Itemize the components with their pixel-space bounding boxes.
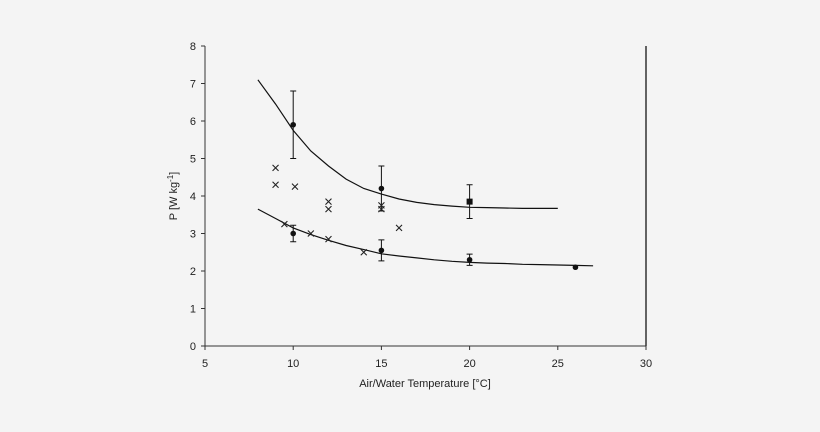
data-point-cross bbox=[325, 235, 332, 243]
y-axis-title-end: ] bbox=[168, 172, 180, 175]
data-point-cross bbox=[360, 248, 368, 256]
y-tick-label: 2 bbox=[190, 266, 196, 278]
x-tick-label: 10 bbox=[287, 358, 299, 370]
x-axis-ticks: 5 10 15 20 25 30 bbox=[202, 346, 652, 370]
x-tick-label: 5 bbox=[202, 358, 208, 370]
data-point-circle bbox=[378, 185, 385, 192]
error-bars bbox=[290, 90, 473, 266]
fit-curve-2 bbox=[257, 208, 594, 267]
data-point-circle bbox=[572, 264, 579, 271]
y-tick-label: 0 bbox=[190, 341, 196, 353]
data-point-circle bbox=[378, 247, 385, 254]
data-point-circle bbox=[290, 121, 297, 128]
fit-curves bbox=[257, 79, 594, 267]
data-point-cross bbox=[272, 164, 279, 172]
y-tick-label: 5 bbox=[190, 154, 196, 166]
y-axis-ticks: 0 1 2 3 4 5 6 7 8 bbox=[190, 41, 205, 353]
data-point-square bbox=[466, 198, 473, 205]
x-tick-label: 20 bbox=[463, 358, 475, 370]
x-tick-label: 30 bbox=[640, 358, 652, 370]
data-point-cross bbox=[325, 205, 332, 213]
y-tick-label: 4 bbox=[190, 191, 196, 203]
y-tick-label: 3 bbox=[190, 229, 196, 241]
data-point-circle bbox=[290, 230, 297, 237]
x-tick-label: 15 bbox=[375, 358, 387, 370]
y-tick-label: 6 bbox=[190, 116, 196, 128]
y-tick-label: 7 bbox=[190, 79, 196, 91]
y-axis-title: P [W kg-1] bbox=[166, 172, 180, 221]
y-axis-title-sup: -1 bbox=[166, 174, 175, 182]
plot-area bbox=[204, 46, 647, 347]
data-point-cross bbox=[291, 183, 299, 191]
data-point-cross bbox=[395, 224, 403, 232]
x-axis-title: Air/Water Temperature [°C] bbox=[359, 378, 491, 390]
x-tick-label: 25 bbox=[552, 358, 564, 370]
y-tick-label: 8 bbox=[190, 41, 196, 53]
y-axis-title-base: P [W kg bbox=[168, 182, 180, 220]
data-point-cross bbox=[325, 198, 332, 206]
data-point-cross bbox=[307, 230, 315, 237]
data-point-cross bbox=[378, 205, 385, 213]
data-point-circle bbox=[466, 256, 473, 263]
data-point-cross bbox=[272, 181, 279, 189]
y-tick-label: 1 bbox=[190, 304, 196, 316]
data-point-cross bbox=[280, 220, 288, 228]
fit-curve-1 bbox=[257, 79, 558, 209]
data-markers bbox=[272, 121, 579, 271]
